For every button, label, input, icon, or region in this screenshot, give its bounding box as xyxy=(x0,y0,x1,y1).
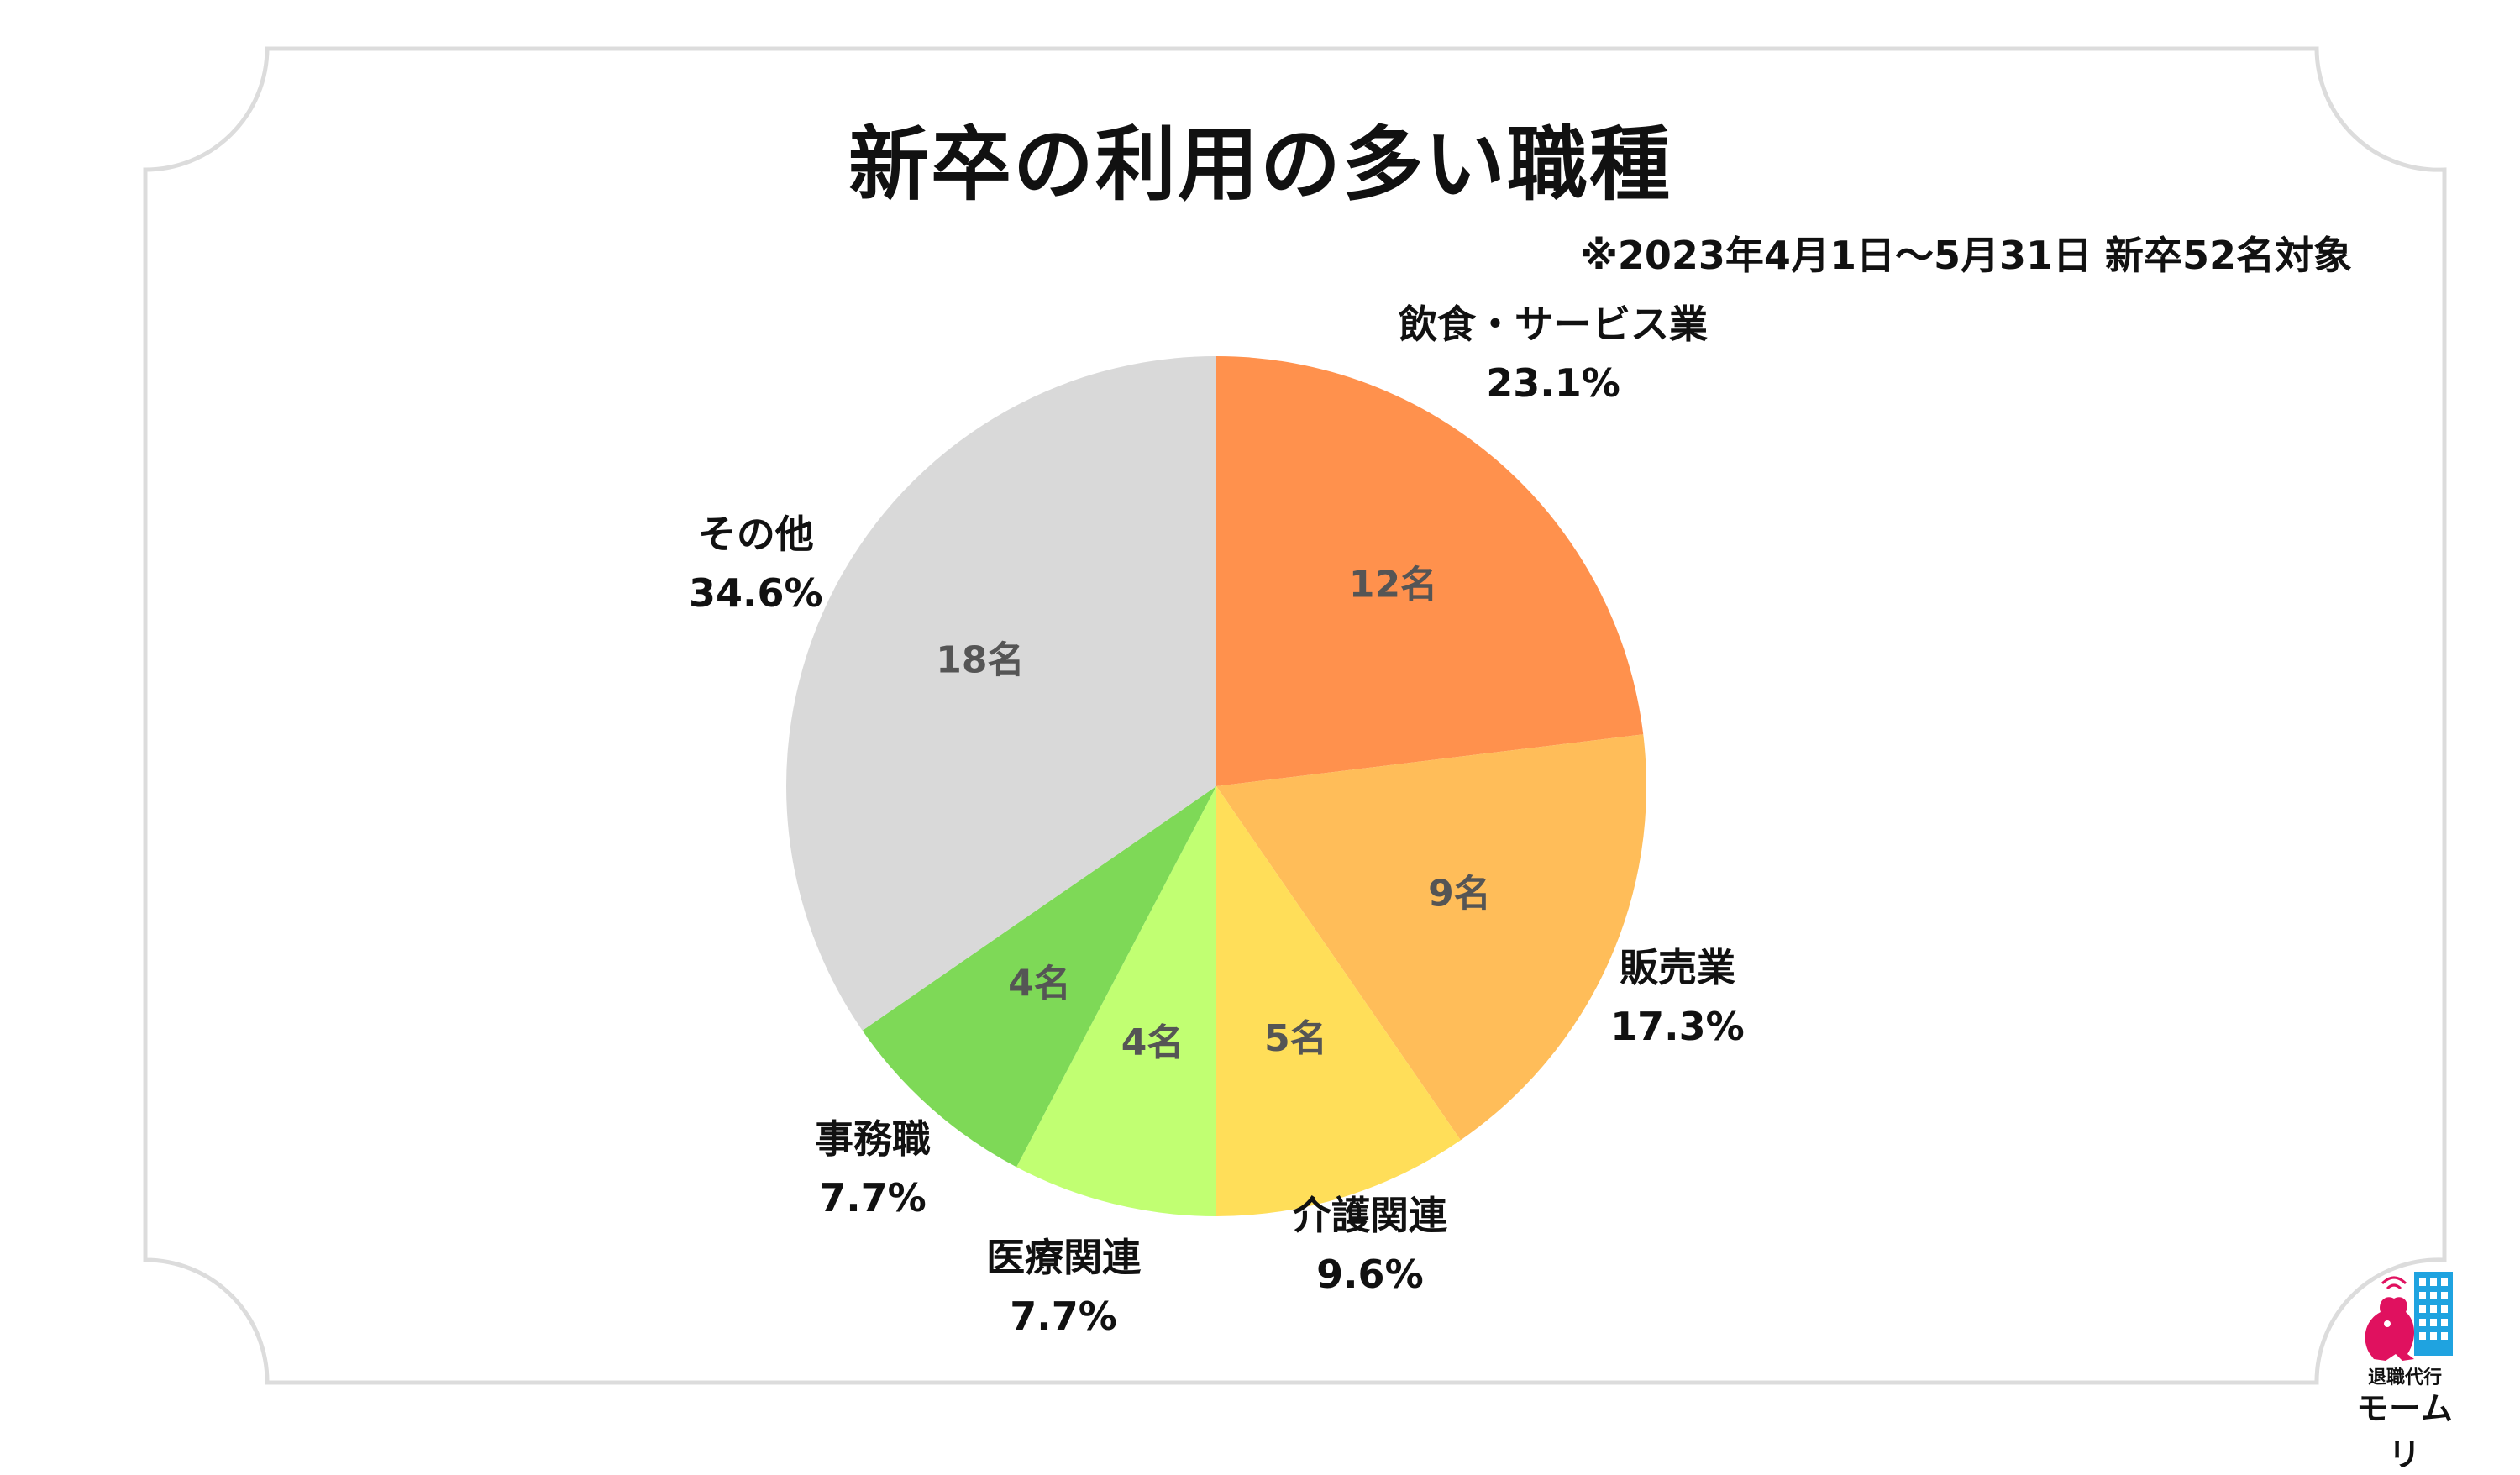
slice-category-name: 医療関連 xyxy=(986,1235,1142,1281)
pie-slice xyxy=(1216,734,1646,1141)
slice-category-name: 販売業 xyxy=(1619,944,1735,990)
slice-percent-label: 23.1% xyxy=(1486,360,1620,406)
slice-outer-label: その他 34.6% xyxy=(689,505,823,622)
slice-outer-label: 飲食・サービス業 23.1% xyxy=(1399,295,1708,412)
slice-category-name: 事務職 xyxy=(814,1116,931,1163)
logo-text-line1: 退職代行 xyxy=(2367,1367,2442,1388)
pie-slice xyxy=(1216,786,1461,1216)
slice-outer-label: 介護関連 9.6% xyxy=(1293,1186,1447,1304)
pie-slice xyxy=(1216,356,1644,786)
survey-period-note: ※2023年4月1日〜5月31日 新卒52名対象 xyxy=(1580,233,2352,278)
moumuri-logo xyxy=(2365,1272,2453,1361)
slice-category-name: その他 xyxy=(697,511,814,557)
pie-slice xyxy=(862,786,1216,1168)
slice-category-name: 飲食・サービス業 xyxy=(1399,301,1708,347)
slice-percent-label: 7.7% xyxy=(819,1175,927,1221)
page-title: 新卒の利用の多い職種 xyxy=(848,118,1672,212)
slice-count-label: 9名 xyxy=(1428,872,1491,915)
slice-outer-label: 事務職 7.7% xyxy=(815,1110,931,1227)
slice-count-label: 5名 xyxy=(1264,1017,1327,1060)
pie-slice xyxy=(1016,786,1216,1216)
slice-percent-label: 7.7% xyxy=(1010,1294,1117,1340)
slice-count-label: 12名 xyxy=(1349,563,1437,606)
slice-category-name: 介護関連 xyxy=(1292,1193,1447,1239)
pie-chart: 12名 9名 5名 4名 4名 18名 xyxy=(785,356,1646,1216)
slice-count-label: 4名 xyxy=(1008,963,1071,1005)
pie-slice xyxy=(785,356,1216,1031)
slice-percent-label: 17.3% xyxy=(1610,1003,1745,1049)
slice-count-label: 4名 xyxy=(1121,1021,1184,1064)
slice-outer-label: 販売業 17.3% xyxy=(1610,938,1745,1056)
slice-outer-label: 医療関連 7.7% xyxy=(986,1228,1141,1346)
slice-count-label: 18名 xyxy=(936,638,1024,681)
slice-percent-label: 9.6% xyxy=(1316,1252,1424,1298)
decorative-frame xyxy=(143,46,2447,1385)
slice-percent-label: 34.6% xyxy=(689,570,823,616)
logo-text-line2: モームリ xyxy=(2356,1390,2454,1473)
